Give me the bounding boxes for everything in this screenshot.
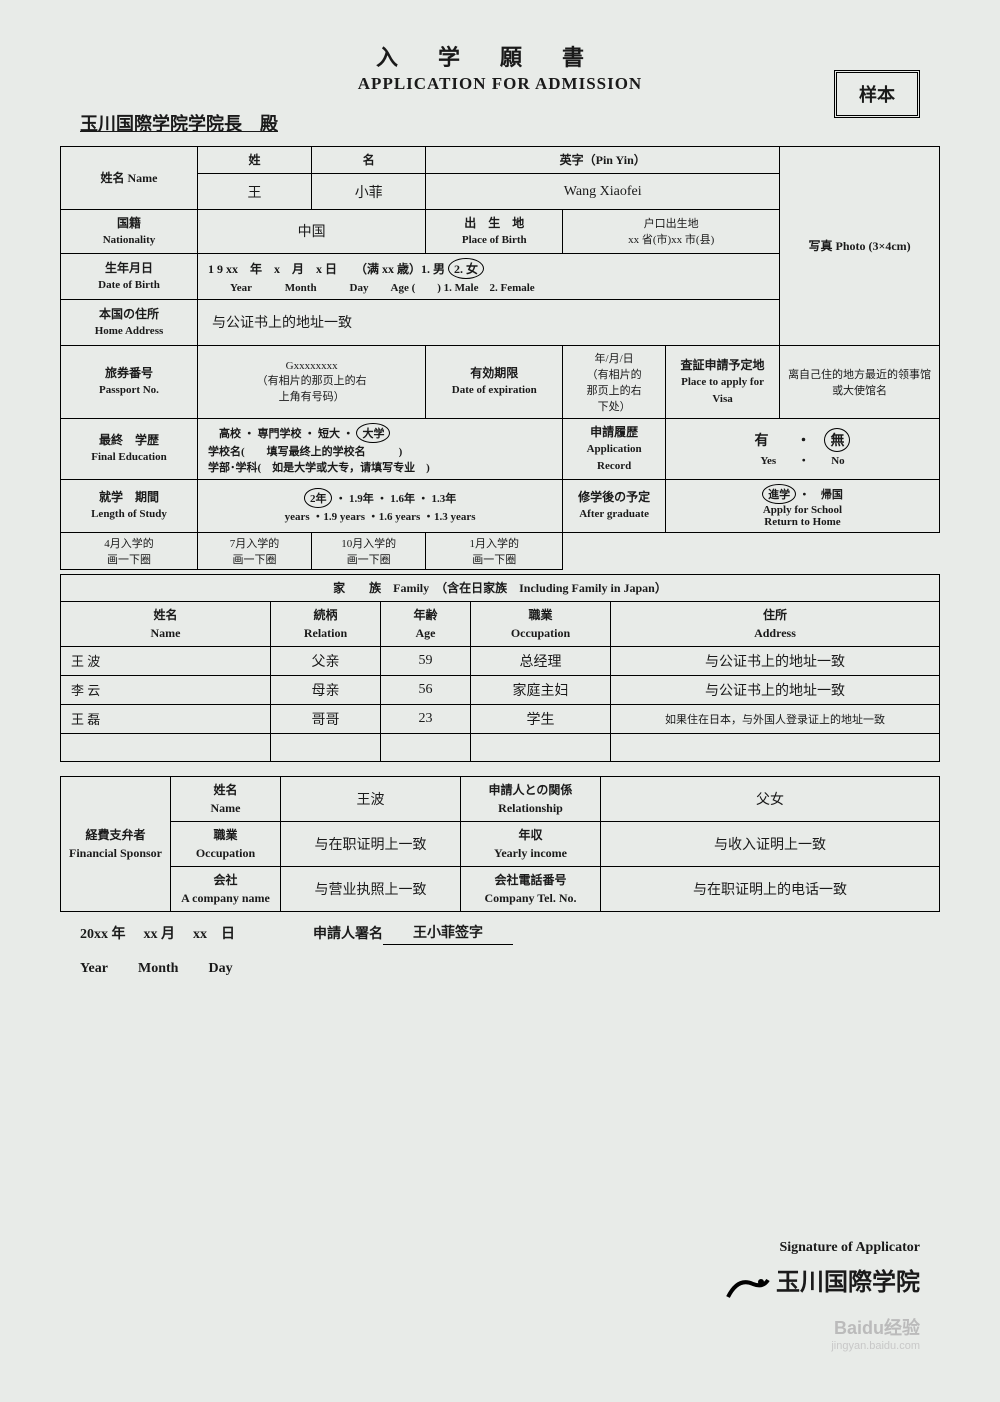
value-home-address: 与公证书上的地址一致 — [197, 299, 779, 345]
value-length-of-study: 2年 ・ 1.9年 ・ 1.6年 ・ 1.3年 years ・1.9 years… — [197, 479, 562, 532]
value-given: 小菲 — [312, 174, 426, 210]
value-birthplace: 户口出生地xx 省(市)xx 市(县) — [563, 210, 780, 254]
label-passport: 旅券番号Passport No. — [61, 345, 198, 418]
value-romaji: Wang Xiaofei — [426, 174, 780, 210]
label-sponsor-tel: 会社電話番号Company Tel. No. — [461, 866, 601, 911]
value-sponsor-relationship: 父女 — [601, 776, 940, 821]
value-dob: 1 9 xx 年 x 月 x 日 （满 xx 歳）1. 男 2. 女 Year … — [197, 253, 779, 299]
family-row — [61, 733, 940, 761]
family-header: 家 族 Family （含在日家族 Including Family in Ja… — [61, 574, 940, 601]
family-row: 王 波父亲59总经理与公证书上的地址一致 — [61, 646, 940, 675]
value-after-graduate: 進学 ・ 帰国 Apply for SchoolReturn to Home — [665, 479, 939, 532]
sponsor-table: 経費支弁者Financial Sponsor 姓名Name 王波 申請人との関係… — [60, 776, 940, 912]
value-sponsor-tel: 与在职证明上的电话一致 — [601, 866, 940, 911]
family-col-relation: 続柄Relation — [271, 601, 381, 646]
label-sponsor-income: 年収Yearly income — [461, 821, 601, 866]
family-col-name: 姓名Name — [61, 601, 271, 646]
title-en: APPLICATION FOR ADMISSION — [60, 74, 940, 94]
photo-box: 写真 Photo (3×4cm) — [780, 147, 940, 346]
main-form-table: 姓名 Name 姓 名 英字（Pin Yin） 写真 Photo (3×4cm)… — [60, 146, 940, 570]
value-final-education: 高校 ・ 専門学校 ・ 短大 ・ 大学 学校名( 填写最终上的学校名 ) 学部･… — [197, 418, 562, 479]
label-sponsor: 経費支弁者Financial Sponsor — [61, 776, 171, 911]
label-name: 姓名 Name — [61, 147, 198, 210]
label-final-education: 最終 学歴Final Education — [61, 418, 198, 479]
family-col-occupation: 職業Occupation — [471, 601, 611, 646]
entry-note-3: 10月入学的画一下圈 — [312, 532, 426, 569]
signature-value: 王小菲签字 — [383, 922, 513, 945]
entry-note-2: 7月入学的画一下圈 — [197, 532, 311, 569]
signature-line: 20xx 年xx 月xx 日 申請人署名 王小菲签字 — [60, 922, 940, 945]
label-sponsor-name: 姓名Name — [171, 776, 281, 821]
label-nationality: 国籍Nationality — [61, 210, 198, 254]
value-application-record: 有 ・ 無 Yes ・ No — [665, 418, 939, 479]
value-expiration: 年/月/日（有相片的那页上的右下处） — [563, 345, 666, 418]
family-row: 王 磊哥哥23学生如果住在日本，与外国人登录证上的地址一致 — [61, 704, 940, 733]
label-dob: 生年月日Date of Birth — [61, 253, 198, 299]
value-passport: Gxxxxxxxx（有相片的那页上的右上角有号码） — [197, 345, 425, 418]
label-sponsor-company: 会社A company name — [171, 866, 281, 911]
label-birthplace: 出 生 地Place of Birth — [426, 210, 563, 254]
family-col-address: 住所Address — [611, 601, 940, 646]
addressee: 玉川国際学院学院長 殿 — [80, 110, 920, 136]
label-surname: 姓 — [197, 147, 311, 174]
label-visa-place: 査証申請予定地Place to apply for Visa — [665, 345, 779, 418]
value-sponsor-income: 与收入证明上一致 — [601, 821, 940, 866]
value-visa-place: 离自己住的地方最近的领事馆或大使馆名 — [780, 345, 940, 418]
label-home-address: 本国の住所Home Address — [61, 299, 198, 345]
label-length-of-study: 就学 期間Length of Study — [61, 479, 198, 532]
label-sponsor-occupation: 職業Occupation — [171, 821, 281, 866]
watermark: Baidu经验 jingyan.baidu.com — [831, 1314, 920, 1352]
value-nationality: 中国 — [197, 210, 425, 254]
value-surname: 王 — [197, 174, 311, 210]
entry-note-1: 4月入学的画一下圈 — [61, 532, 198, 569]
value-sponsor-company: 与营业执照上一致 — [281, 866, 461, 911]
label-application-record: 申請履歴Application Record — [563, 418, 666, 479]
label-romaji: 英字（Pin Yin） — [426, 147, 780, 174]
entry-note-4: 1月入学的画一下圈 — [426, 532, 563, 569]
family-col-age: 年齢Age — [381, 601, 471, 646]
family-row: 李 云母亲56家庭主妇与公证书上的地址一致 — [61, 675, 940, 704]
title-jp: 入学願書 — [60, 40, 940, 72]
value-sponsor-occupation: 与在职证明上一致 — [281, 821, 461, 866]
family-table: 家 族 Family （含在日家族 Including Family in Ja… — [60, 574, 940, 762]
sample-stamp: 样本 — [834, 70, 920, 118]
value-sponsor-name: 王波 — [281, 776, 461, 821]
label-sponsor-relationship: 申請人との関係Relationship — [461, 776, 601, 821]
label-after-graduate: 修学後の予定After graduate — [563, 479, 666, 532]
school-logo-block: Signature of Applicator 玉川国際学院 — [723, 1240, 920, 1302]
signature-line-en: Year Month Day — [60, 961, 940, 977]
brush-icon — [723, 1272, 773, 1302]
label-expiration: 有効期限Date of expiration — [426, 345, 563, 418]
label-given: 名 — [312, 147, 426, 174]
